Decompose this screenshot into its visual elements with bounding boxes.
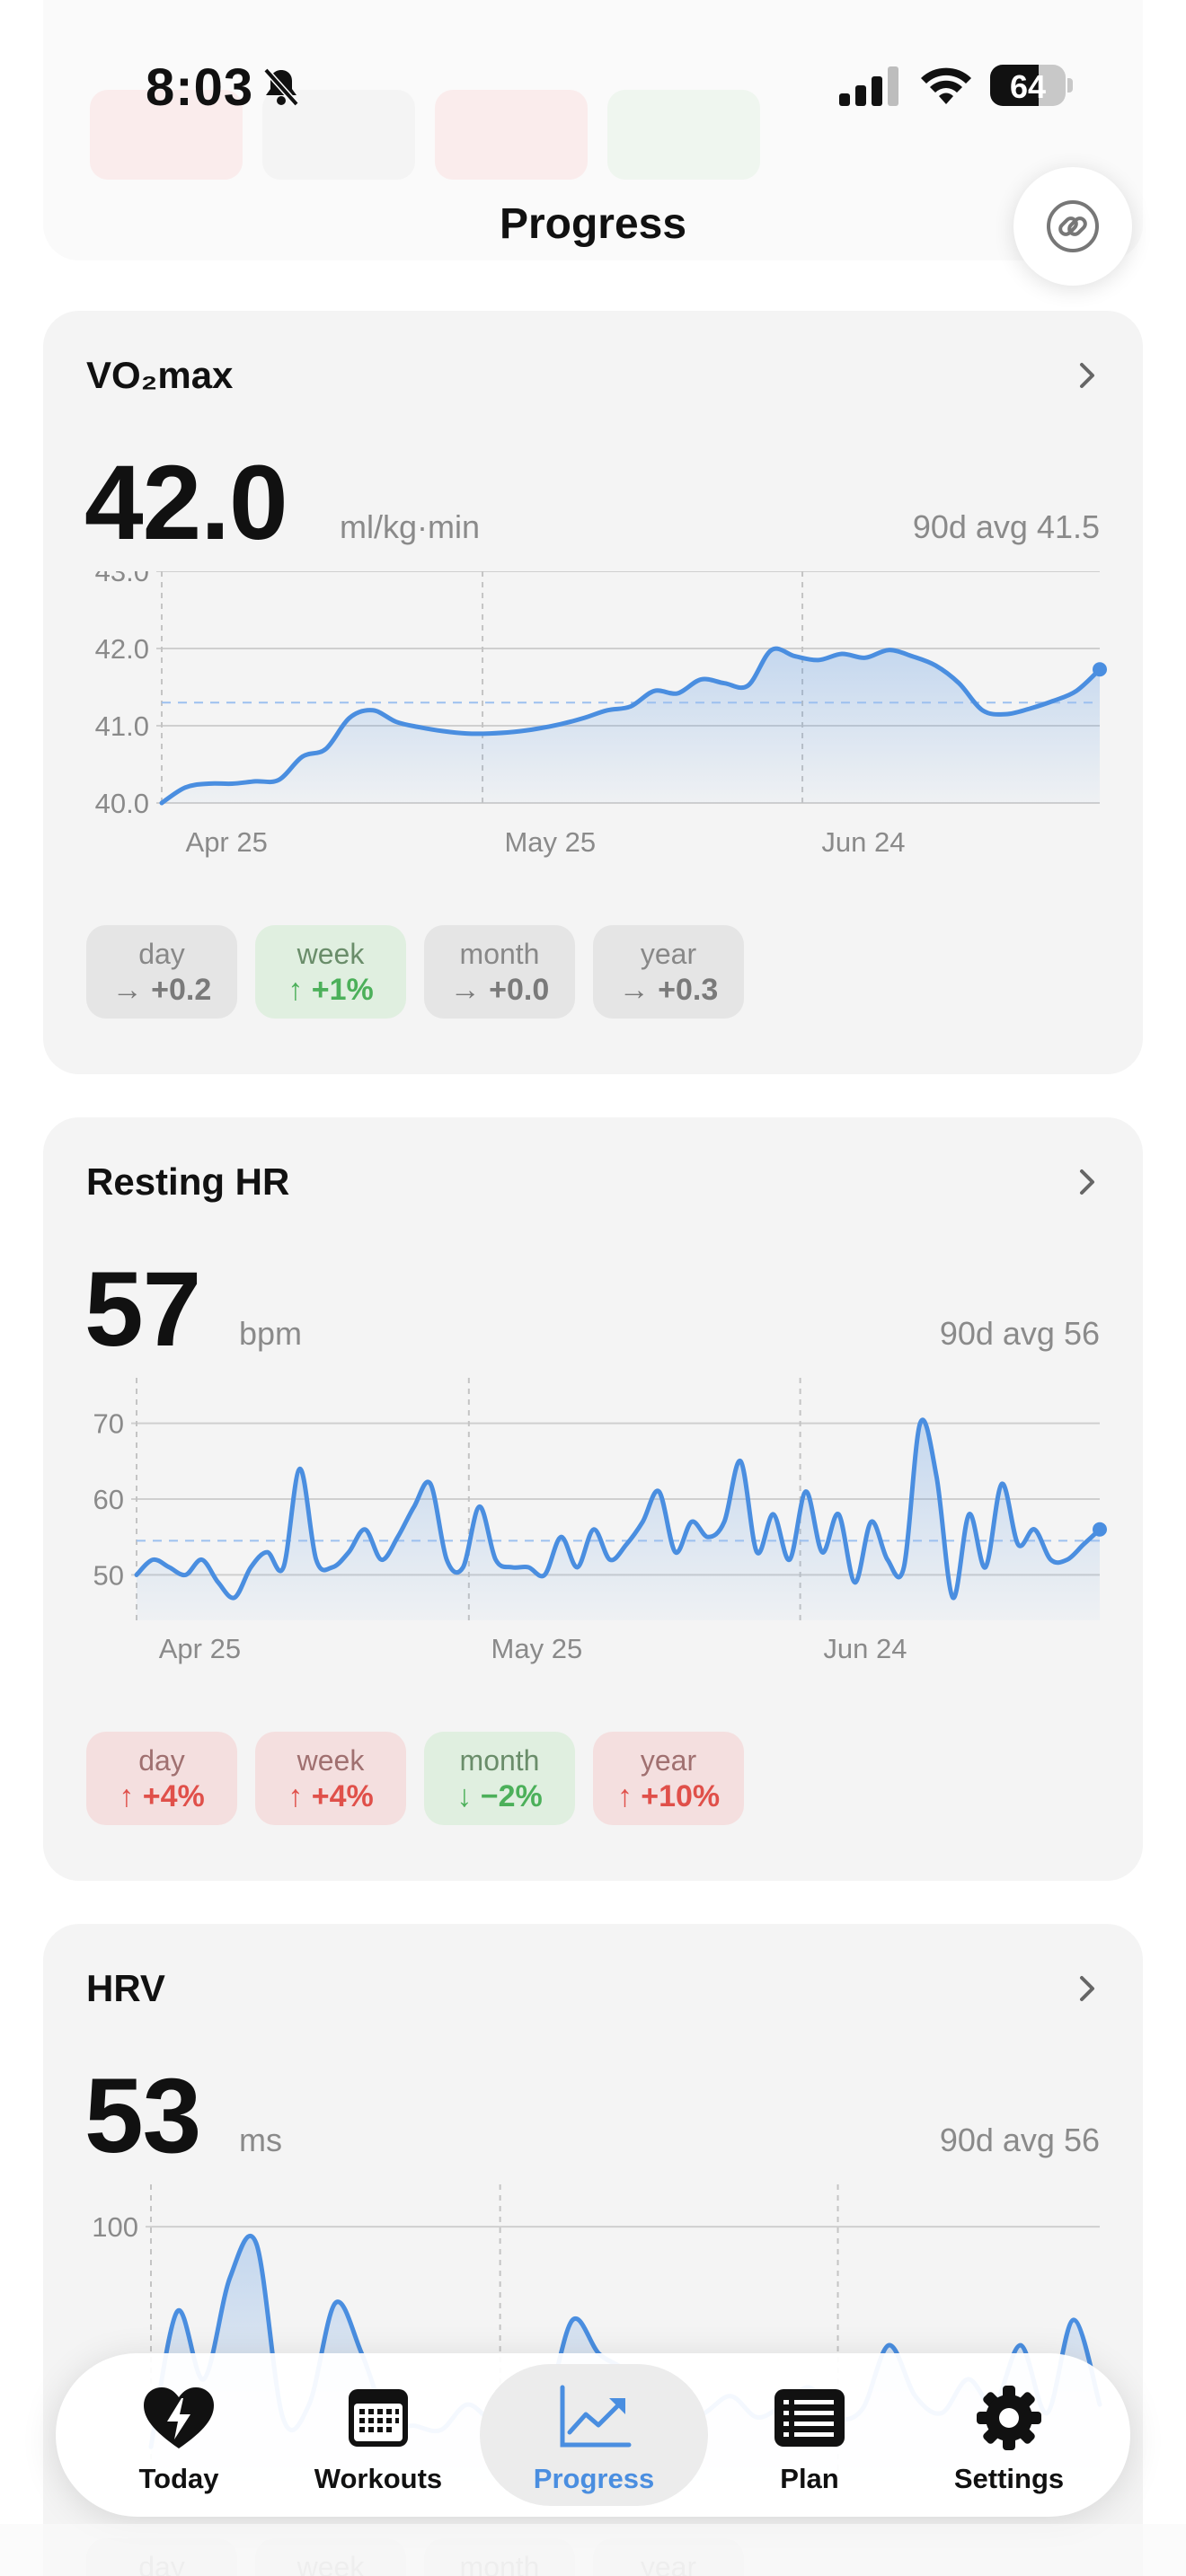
link-button[interactable]	[1013, 167, 1132, 286]
chip-value: ↓ −2%	[456, 1779, 543, 1813]
series-line	[134, 1417, 1102, 1601]
latest-point	[1093, 662, 1107, 677]
change-chip-month: month ↓ −2%	[424, 1732, 575, 1825]
x-tick-label: Jun 24	[821, 826, 905, 858]
change-chip-year: year ↑ +10%	[593, 1732, 744, 1825]
change-chip-day: day ↑ +4%	[86, 1732, 237, 1825]
resting-hr-chart: 70 60 50 Apr 25 May 25 Jun 24	[93, 1378, 1107, 1664]
change-chip-month: month → +0.0	[424, 925, 575, 1019]
chart-trend-icon	[560, 2385, 632, 2448]
heart-bolt-icon	[144, 2387, 214, 2448]
x-tick-label: May 25	[491, 1633, 583, 1664]
y-tick-label: 50	[93, 1559, 124, 1591]
vo2max-card[interactable]: VO₂max 42.0 ml/kg·min 90d avg 41.5 43.0 4…	[43, 311, 1143, 1074]
page-title: Progress	[499, 200, 687, 248]
chip-value: → +0.2	[111, 973, 212, 1007]
tab-label: Settings	[953, 2463, 1065, 2494]
tab-today[interactable]: Today	[81, 2353, 277, 2517]
card-title: Resting HR	[86, 1160, 290, 1203]
tab-bar: Today Workouts Progress	[56, 2353, 1130, 2517]
series-line	[159, 646, 1102, 806]
chip-period: year	[640, 938, 697, 970]
chip-value: ↑ +10%	[616, 1779, 721, 1813]
status-bar: 8:03 64	[0, 0, 1186, 171]
metric-value: 57	[84, 1250, 201, 1369]
list-icon	[774, 2389, 845, 2447]
chip-period: month	[459, 1744, 540, 1777]
chip-period: day	[138, 1744, 185, 1777]
metric-value: 42.0	[84, 444, 288, 562]
active-tab-highlight	[480, 2364, 708, 2506]
calendar-icon	[349, 2389, 408, 2447]
metric-90d-average: 90d avg 56	[939, 2122, 1100, 2158]
y-tick-label: 60	[93, 1484, 124, 1515]
scrolled-card-ghost	[43, 0, 1143, 260]
y-tick-label: 41.0	[95, 710, 149, 742]
change-chip-week: week ↑ +1%	[255, 925, 406, 1019]
latest-point	[1093, 1522, 1107, 1537]
tab-plan[interactable]: Plan	[712, 2353, 907, 2517]
wifi-icon	[921, 67, 971, 104]
tab-label: Workouts	[314, 2463, 443, 2494]
chip-period: day	[138, 938, 185, 970]
change-chips: day → +0.2 week ↑ +1% month → +0.0 year → +0.3	[86, 925, 744, 1019]
tab-settings[interactable]: Settings	[911, 2353, 1107, 2517]
tab-workouts[interactable]: Workouts	[280, 2353, 476, 2517]
metric-unit: ms	[239, 2122, 282, 2158]
bottom-fade	[0, 2524, 1186, 2576]
y-tick-label: 42.0	[95, 633, 149, 665]
series-area	[137, 1419, 1100, 1620]
y-tick-label: 100	[92, 2211, 138, 2243]
status-time: 8:03	[146, 58, 254, 117]
chevron-right-icon	[1080, 1976, 1094, 2001]
vo2max-chart: 43.0 42.0 41.0 40.0 Apr 25 May 25 Jun 24	[95, 571, 1107, 858]
chip-value: → +0.0	[449, 973, 550, 1007]
chevron-right-icon	[1080, 363, 1094, 388]
change-chip-week: week ↑ +4%	[255, 1732, 406, 1825]
chip-value: ↑ +1%	[288, 973, 374, 1007]
metric-unit: ml/kg·min	[340, 508, 481, 545]
chip-period: year	[640, 1744, 697, 1777]
resting-hr-card[interactable]: Resting HR 57 bpm 90d avg 56 70 60 50 Apr 2…	[43, 1117, 1143, 1881]
metric-90d-average: 90d avg 41.5	[912, 508, 1100, 545]
cellular-signal-icon	[839, 66, 898, 106]
battery-icon: 64	[990, 65, 1073, 106]
chip-value: ↑ +4%	[119, 1779, 205, 1813]
tab-progress[interactable]: Progress	[480, 2353, 708, 2517]
x-tick-label: Jun 24	[823, 1633, 907, 1664]
tab-label: Progress	[533, 2463, 655, 2494]
tab-label: Plan	[780, 2463, 839, 2494]
y-tick-label: 40.0	[95, 788, 149, 819]
link-icon	[1047, 200, 1099, 252]
metric-value: 53	[84, 2057, 201, 2175]
metric-unit: bpm	[239, 1315, 303, 1352]
chip-period: month	[459, 938, 540, 970]
gear-icon	[977, 2386, 1041, 2450]
change-chip-year: year → +0.3	[593, 925, 744, 1019]
card-title: HRV	[86, 1967, 165, 2009]
chevron-right-icon	[1080, 1169, 1094, 1195]
tab-label: Today	[138, 2463, 219, 2494]
metric-90d-average: 90d avg 56	[939, 1315, 1100, 1352]
x-tick-label: Apr 25	[186, 826, 268, 858]
y-tick-label: 70	[93, 1408, 124, 1440]
bell-slash-icon	[263, 67, 299, 107]
series-area	[162, 648, 1100, 803]
chip-period: week	[296, 938, 365, 970]
x-tick-label: Apr 25	[159, 1633, 241, 1664]
chip-value: → +0.3	[618, 973, 719, 1007]
chip-period: week	[296, 1744, 365, 1777]
y-tick-label: 43.0	[95, 571, 149, 587]
card-title: VO₂max	[86, 354, 234, 396]
x-tick-label: May 25	[504, 826, 596, 858]
change-chip-day: day → +0.2	[86, 925, 237, 1019]
battery-level: 64	[1009, 68, 1047, 105]
change-chips: day ↑ +4% week ↑ +4% month ↓ −2% year ↑ +10%	[86, 1732, 744, 1825]
chip-value: ↑ +4%	[288, 1779, 374, 1813]
